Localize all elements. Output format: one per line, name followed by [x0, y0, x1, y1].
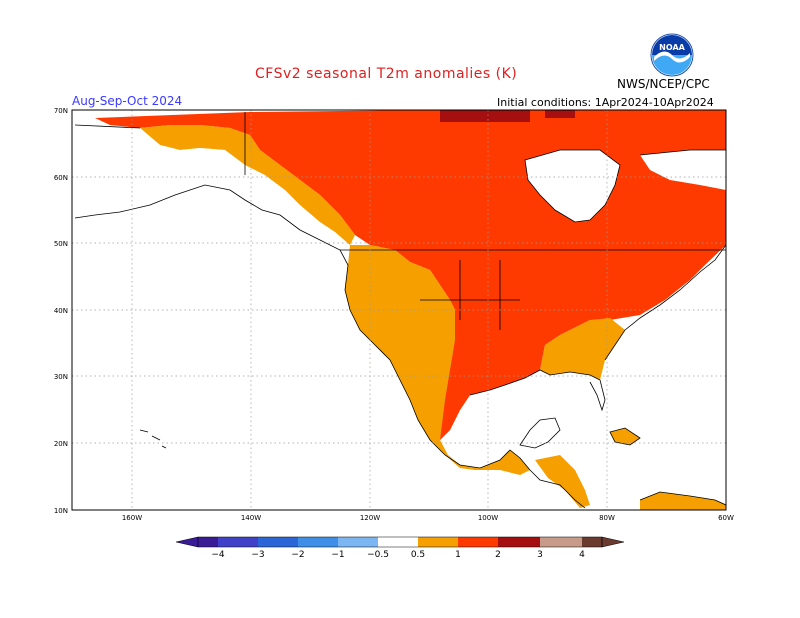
initial-conditions: Initial conditions: 1Apr2024-10Apr2024	[497, 96, 714, 109]
colorbar-bin-2	[218, 537, 258, 547]
colorbar-bin-7	[418, 537, 458, 547]
agency-label: NWS/NCEP/CPC	[617, 77, 710, 91]
anomaly-region-1to2-plains	[440, 295, 540, 440]
colorbar-label-0p5: 0.5	[411, 550, 425, 560]
colorbar-bin-11	[582, 537, 602, 547]
noaa-logo-text: NOAA	[659, 43, 685, 52]
latitude-labels: 70N 60N 50N 40N 30N 20N 10N	[54, 107, 68, 515]
colorbar-bin-8	[458, 537, 498, 547]
colorbar-label-minus4: −4	[211, 550, 225, 560]
forecast-period: Aug-Sep-Oct 2024	[72, 94, 183, 108]
anomaly-shading	[72, 110, 726, 510]
anomaly-region-0p5to1-central-america	[535, 455, 590, 508]
longitude-labels: 160W 140W 120W 100W 80W 60W	[122, 514, 734, 522]
lon-label-80w: 80W	[599, 514, 615, 522]
lat-label-10n: 10N	[54, 507, 68, 515]
lon-label-60w: 60W	[718, 514, 734, 522]
anomaly-region-0p5to1-southeast	[540, 318, 625, 380]
colorbar-bin-1	[198, 537, 218, 547]
colorbar-label-minus0p5: −0.5	[367, 550, 389, 560]
colorbar-bin-10	[540, 537, 582, 547]
colorbar-bin-6	[378, 537, 418, 547]
figure-title: CFSv2 seasonal T2m anomalies (K)	[255, 66, 518, 82]
colorbar-bin-3	[258, 537, 298, 547]
lat-label-40n: 40N	[54, 307, 68, 315]
colorbar-label-1: 1	[455, 550, 461, 560]
colorbar-low-arrow	[175, 536, 199, 548]
colorbar-bin-4	[298, 537, 338, 547]
colorbar-label-minus2: −2	[291, 550, 304, 560]
anomaly-region-2to3-north	[440, 110, 530, 122]
map-frame	[71, 109, 727, 511]
colorbar: −4 −3 −2 −1 −0.5 0.5 1 2 3 4	[175, 536, 625, 560]
colorbar-high-arrow	[601, 536, 625, 548]
lon-label-160w: 160W	[122, 514, 142, 522]
colorbar-label-minus3: −3	[251, 550, 264, 560]
alaska-land	[75, 125, 245, 220]
lat-label-50n: 50N	[54, 240, 68, 248]
northeast-white-area	[640, 150, 726, 190]
colorbar-bin-9	[498, 537, 540, 547]
lon-label-140w: 140W	[241, 514, 261, 522]
colorbar-bin-5	[338, 537, 378, 547]
colorbar-label-3: 3	[537, 550, 543, 560]
lat-lon-grid	[72, 110, 726, 510]
anomaly-region-0p5to1-caribbean	[610, 428, 640, 445]
anomaly-region-0p5to1-south-america	[640, 492, 726, 510]
anomaly-region-0p5to1-west	[345, 245, 530, 475]
lat-label-20n: 20N	[54, 440, 68, 448]
colorbar-frame	[197, 536, 603, 548]
noaa-logo: NOAA	[650, 33, 694, 77]
colorbar-label-minus1: −1	[331, 550, 344, 560]
lat-label-30n: 30N	[54, 373, 68, 381]
colorbar-label-4: 4	[579, 550, 585, 560]
lat-label-60n: 60N	[54, 174, 68, 182]
lon-label-120w: 120W	[360, 514, 380, 522]
anomaly-region-0p5to1-alaska	[140, 125, 355, 245]
hudson-bay	[525, 150, 620, 222]
anomaly-region-2to3-arctic	[545, 110, 575, 118]
lon-label-100w: 100W	[478, 514, 498, 522]
colorbar-label-2: 2	[495, 550, 501, 560]
lat-label-70n: 70N	[54, 107, 68, 115]
